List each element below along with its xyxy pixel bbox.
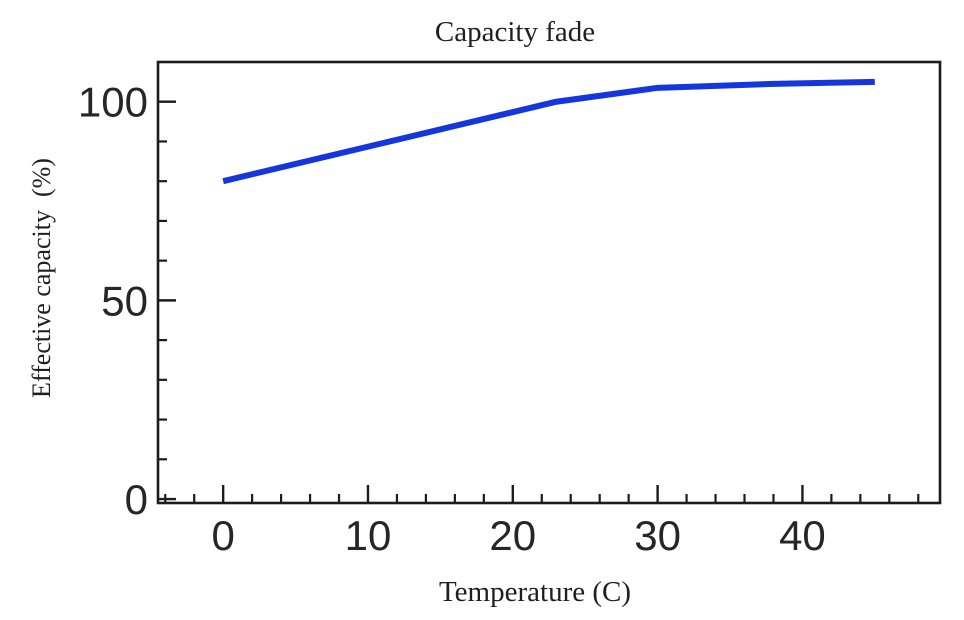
x-tick-label: 30 [634,512,681,559]
x-tick-label: 40 [779,512,826,559]
x-tick-label: 0 [211,512,234,559]
x-tick-label: 10 [345,512,392,559]
capacity-line [222,78,875,185]
x-axis-label: Temperature (C) [438,576,632,608]
y-tick-label: 0 [125,476,148,523]
x-tick-label: 20 [489,512,536,559]
axes-frame [156,60,942,505]
chart-title: Capacity fade [434,16,596,48]
y-tick-label: 100 [78,79,148,126]
y-tick-label: 50 [101,277,148,324]
